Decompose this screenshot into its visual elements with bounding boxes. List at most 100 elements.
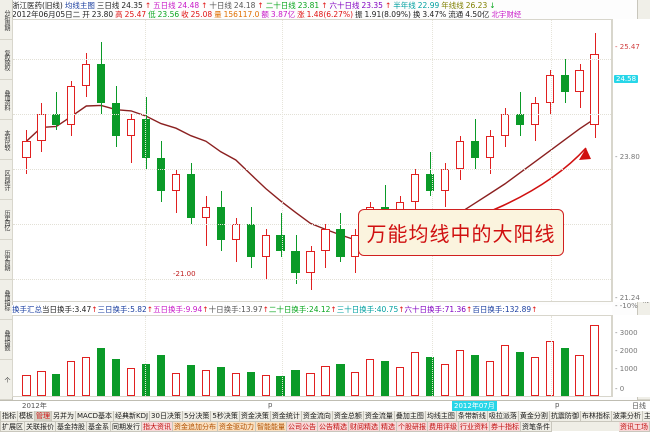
turnover-info-token: 9.94 [185,305,203,314]
ohlc-info-token: 低 [148,10,156,19]
ohlc-info-token: 振 [355,10,363,19]
candle-body [186,174,195,219]
volume-bar [306,372,315,396]
ohlc-info-token: 3.87亿 [270,10,296,19]
ma-info-token: 均线主图 [64,1,95,10]
ma-info-token: ↑ [257,1,264,10]
indicator-button[interactable]: 5分决策 [182,411,212,422]
candle-body [485,135,494,158]
volume-axis-tick: - 2000 [615,347,638,355]
candle-body [201,207,210,219]
turnover-info-token: ↑ [91,305,98,314]
indicator-button[interactable]: 资金总额 [332,411,364,422]
indicator-button[interactable]: 资金统计 [270,411,302,422]
indicator-button[interactable]: 指标 [0,411,18,422]
left-rail-button[interactable]: 叠加指标 [0,280,12,320]
candle-wick [175,168,177,213]
volume-bar [52,374,61,396]
indicator-button[interactable]: MACD基本 [76,411,114,422]
indicator-button[interactable]: 经典新KDJ [113,411,151,422]
turnover-info-token: 十日换手: [208,305,242,314]
ohlc-info-token: 3.47% [422,10,447,19]
indicator-button[interactable]: 叠加主图 [394,411,426,422]
candle-body [141,119,151,158]
indicator-button[interactable]: 主图筹码 [642,411,650,422]
volume-chart-pane[interactable] [12,315,612,397]
price-chart-pane[interactable]: -21.00 [12,19,612,302]
left-rail-button[interactable]: 历史同期 [0,240,12,280]
volume-bar [425,356,435,396]
indicator-toolbar[interactable]: 指标 模板 管理 另并为 MACD基本 经典新KDJ 30日决策 5分决策 5秒决策 资金决策 资金… [0,411,650,422]
indicator-button[interactable]: 管理 [35,411,52,422]
ma-info-token: ↑ [144,1,152,10]
volume-bar [440,363,450,396]
ma-info-token: 23.35 [361,1,383,10]
volume-time-gridline [551,316,553,396]
indicator-button[interactable]: 模板 [18,411,35,422]
volume-axis-tick: - 3000 [615,329,638,337]
left-rail-button[interactable]: 分析周期 [0,0,12,40]
left-rail-button[interactable]: 复权除权 [0,40,12,80]
volume-bar [67,361,76,396]
ma-info-token: ↑ [384,1,392,10]
ohlc-info-token: 涨 [297,10,305,19]
left-rail-button[interactable]: 叠加指数 [0,320,12,360]
candle-body [82,64,91,87]
ma-info-token: 浙江医药(旧线) [12,1,63,10]
candle-body [425,174,435,191]
indicator-button[interactable]: 黄金分割 [518,411,550,422]
volume-bar [216,367,225,396]
turnover-info-token: ↑ [531,305,538,314]
indicator-button[interactable]: 抗震防御 [549,411,581,422]
volume-bar [366,359,375,396]
ohlc-info-token: 23.56 [157,10,180,19]
indicator-button[interactable]: 5秒决策 [211,411,240,422]
indicator-button[interactable]: 资金流量 [363,411,395,422]
ohlc-info-token: 北宇财经 [491,10,522,19]
left-rail-button[interactable]: 区间统计 [0,160,12,200]
indicator-button[interactable]: 资金决策 [239,411,271,422]
bottom-toolbars[interactable]: 2012年 2012年07月 p p 日线 指标 模板 管理 另并为 MACD基本 经典新KDJ 3… [0,400,650,432]
turnover-info-token: ↑ [398,305,405,314]
left-rail-button[interactable]: 个 [0,360,12,400]
price-gridline [13,113,611,115]
volume-bar [500,345,509,396]
indicator-button[interactable]: 资金流向 [301,411,333,422]
annotation-text: 万能均线中的大阳线 [366,222,556,246]
indicator-button[interactable]: 条带新线 [456,411,488,422]
candle-wick [235,218,237,263]
quote-header-ohlc-line: 2012年06月05日二开 23.80 高 25.47 低 23.56 收 25.08 量 156… [12,10,650,19]
candle-body [216,207,225,241]
moving-average-curve [26,104,595,242]
ma-info-token: 三日线 [96,1,120,10]
indicator-button[interactable]: 波乘分析 [611,411,643,422]
ohlc-info-token: 25.08 [190,10,213,19]
volume-bar [470,354,480,396]
candle-body [276,234,285,252]
date-axis-label: 2012年 [22,402,47,410]
date-axis-label: 2012年07月 [452,401,497,411]
ma-info-token: 23.81 [297,1,320,10]
candle-wick [205,196,207,246]
indicator-button[interactable]: 另并为 [52,411,76,422]
turnover-info-token: 换手汇总 [12,305,42,314]
candle-body [261,234,270,257]
candle-wick [280,212,282,257]
turnover-info-token: 三日换手: [97,305,131,314]
indicator-button[interactable]: 均线主图 [425,411,457,422]
left-rail-button[interactable]: 历史回忆 [0,200,12,240]
turnover-info-token: ↑ [146,305,154,314]
candle-body [306,251,315,274]
left-rail-button[interactable]: 叠加资料 [0,80,12,120]
time-gridline [144,20,146,301]
price-axis: - 25.47 - 23.80 - 21.24- -10% 24.58 [612,19,650,310]
ma-info-token: 26.23 [465,1,488,10]
indicator-button[interactable]: 布林指标 [580,411,612,422]
price-gridline [13,223,611,225]
price-axis-tick: - 23.80 [615,153,640,161]
left-rail-button[interactable]: 本利比较 [0,120,12,160]
ma-info-token: ↑ [321,1,328,10]
indicator-button[interactable]: 30日决策 [150,411,183,422]
indicator-button[interactable]: 吸拉派落 [487,411,519,422]
price-inline-tick: -21.00 [173,270,196,278]
